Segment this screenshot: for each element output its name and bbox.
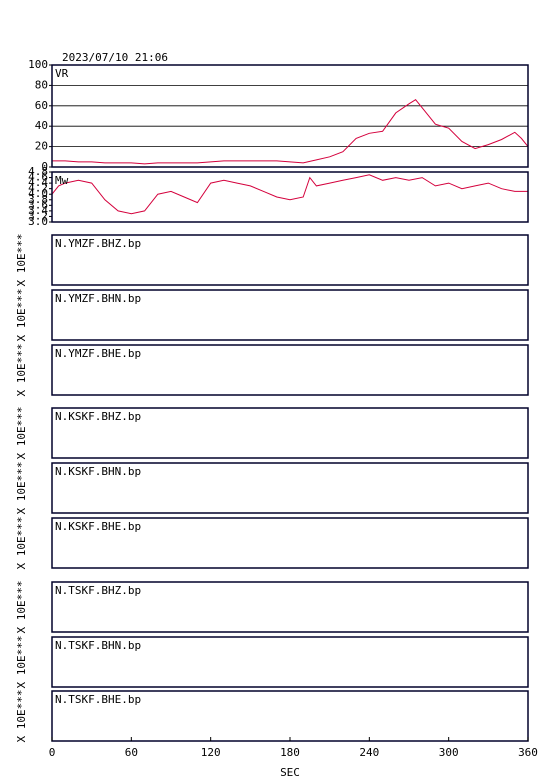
trace-name: N.YMZF.BHZ.bp <box>55 237 141 250</box>
trace-name: N.YMZF.BHE.bp <box>55 347 141 360</box>
x-tick-label: 60 <box>125 746 138 759</box>
trace-frame <box>51 289 529 341</box>
trace-name: N.TSKF.BHZ.bp <box>55 584 141 597</box>
trace-frame <box>51 581 529 633</box>
trace-scale: X 10E*** <box>15 581 28 634</box>
x-tick-label: 300 <box>439 746 459 759</box>
y-tick-label: 80 <box>35 78 48 91</box>
trace-name: N.TSKF.BHN.bp <box>55 639 141 652</box>
trace-frame <box>51 344 529 396</box>
x-tick-label: 360 <box>518 746 538 759</box>
trace-frame <box>51 462 529 514</box>
y-tick-label: 40 <box>35 119 48 132</box>
x-tick-label: 180 <box>280 746 300 759</box>
trace-frame <box>51 517 529 569</box>
y-tick-label: 4.2 <box>28 182 48 195</box>
trace-scale: X 10E*** <box>15 517 28 570</box>
y-tick-label: 0 <box>41 160 48 173</box>
panel-label: Mw <box>55 174 69 187</box>
y-tick-label: 3.4 <box>28 204 48 217</box>
trace-name: N.TSKF.BHE.bp <box>55 693 141 706</box>
y-tick-label: 60 <box>35 99 48 112</box>
data-line <box>51 174 528 215</box>
trace-scale: X 10E*** <box>15 407 28 460</box>
x-tick-label: 0 <box>49 746 56 759</box>
data-line <box>52 99 529 165</box>
trace-name: N.KSKF.BHN.bp <box>55 465 141 478</box>
y-tick-label: 4.8 <box>28 165 48 178</box>
y-tick-label: 4.0 <box>28 187 48 200</box>
y-tick-label: 3.6 <box>28 198 48 211</box>
y-tick-label: 100 <box>28 58 48 71</box>
x-tick-label: 240 <box>359 746 379 759</box>
y-tick-label: 3.0 <box>28 215 48 228</box>
x-tick-label: 120 <box>201 746 221 759</box>
y-tick-label: 20 <box>35 140 48 153</box>
panel-label: VR <box>55 67 69 80</box>
trace-name: N.KSKF.BHZ.bp <box>55 410 141 423</box>
x-axis-label: SEC <box>280 766 300 779</box>
trace-name: N.KSKF.BHE.bp <box>55 520 141 533</box>
trace-scale: X 10E*** <box>15 462 28 515</box>
trace-scale: X 10E*** <box>15 234 28 287</box>
trace-scale: X 10E*** <box>15 690 28 743</box>
panel-frame <box>51 171 529 223</box>
trace-frame <box>51 636 529 688</box>
trace-name: N.YMZF.BHN.bp <box>55 292 141 305</box>
trace-scale: X 10E*** <box>15 344 28 397</box>
y-tick-label: 4.6 <box>28 171 48 184</box>
trace-frame <box>51 234 529 286</box>
y-tick-label: 3.2 <box>28 209 48 222</box>
panel-frame <box>51 64 529 168</box>
trace-scale: X 10E*** <box>15 636 28 689</box>
y-tick-label: 4.4 <box>28 176 48 189</box>
trace-scale: X 10E*** <box>15 289 28 342</box>
title: 2023/07/10 21:06 <box>62 51 168 64</box>
y-tick-label: 3.8 <box>28 193 48 206</box>
trace-frame <box>51 407 529 459</box>
